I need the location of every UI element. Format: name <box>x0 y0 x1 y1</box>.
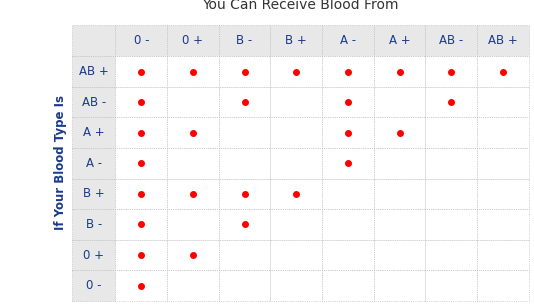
Bar <box>426 56 477 87</box>
Bar <box>374 148 426 179</box>
Bar <box>426 118 477 148</box>
Bar <box>167 118 219 148</box>
Bar <box>477 148 529 179</box>
Bar <box>270 209 322 240</box>
Bar <box>219 240 270 270</box>
Bar <box>270 148 322 179</box>
Text: You Can Receive Blood From: You Can Receive Blood From <box>202 0 398 12</box>
Bar <box>426 209 477 240</box>
Bar <box>167 148 219 179</box>
Bar <box>270 56 322 87</box>
Bar <box>477 118 529 148</box>
Text: B +: B + <box>83 187 105 200</box>
Bar <box>167 209 219 240</box>
Bar <box>477 209 529 240</box>
Bar <box>270 179 322 209</box>
Text: 0 -: 0 - <box>134 34 149 47</box>
Bar <box>426 179 477 209</box>
Text: 0 +: 0 + <box>83 248 104 262</box>
Bar <box>72 179 115 209</box>
Bar <box>477 56 529 87</box>
Text: A +: A + <box>389 34 410 47</box>
Bar <box>115 25 167 56</box>
Bar <box>374 25 426 56</box>
Bar <box>219 56 270 87</box>
Bar <box>322 56 374 87</box>
Bar <box>270 118 322 148</box>
Bar <box>167 270 219 301</box>
Bar <box>374 209 426 240</box>
Bar <box>219 148 270 179</box>
Text: AB +: AB + <box>79 65 108 78</box>
Bar <box>72 148 115 179</box>
Text: 0 +: 0 + <box>183 34 203 47</box>
Bar <box>374 179 426 209</box>
Bar <box>72 118 115 148</box>
Text: B -: B - <box>85 218 102 231</box>
Text: 0 -: 0 - <box>86 279 101 292</box>
Bar <box>219 209 270 240</box>
Bar <box>219 25 270 56</box>
Bar <box>270 25 322 56</box>
Bar <box>426 25 477 56</box>
Bar <box>115 209 167 240</box>
Bar <box>115 87 167 118</box>
Bar <box>270 87 322 118</box>
Bar <box>167 56 219 87</box>
Bar <box>477 270 529 301</box>
Bar <box>115 179 167 209</box>
Bar <box>374 87 426 118</box>
Bar <box>167 87 219 118</box>
Bar <box>322 87 374 118</box>
Bar <box>322 209 374 240</box>
Bar <box>219 179 270 209</box>
Text: B +: B + <box>285 34 307 47</box>
Bar <box>72 87 115 118</box>
Bar <box>115 240 167 270</box>
Bar <box>72 209 115 240</box>
Bar <box>115 270 167 301</box>
Bar <box>322 240 374 270</box>
Text: B -: B - <box>237 34 253 47</box>
Bar <box>219 270 270 301</box>
Bar <box>72 56 115 87</box>
Bar <box>72 270 115 301</box>
Bar <box>72 240 115 270</box>
Bar <box>115 118 167 148</box>
Text: A -: A - <box>86 157 102 170</box>
Bar <box>219 118 270 148</box>
Bar <box>426 240 477 270</box>
Bar <box>477 179 529 209</box>
Bar <box>477 240 529 270</box>
Bar <box>374 270 426 301</box>
Bar <box>374 240 426 270</box>
Bar <box>167 179 219 209</box>
Text: AB +: AB + <box>488 34 517 47</box>
Bar <box>72 25 115 56</box>
Bar <box>426 270 477 301</box>
Bar <box>426 87 477 118</box>
Bar <box>270 240 322 270</box>
Text: AB -: AB - <box>439 34 464 47</box>
Bar <box>219 87 270 118</box>
Bar <box>322 148 374 179</box>
Text: A +: A + <box>83 126 105 139</box>
Bar <box>115 148 167 179</box>
Bar <box>167 25 219 56</box>
Bar <box>322 118 374 148</box>
Bar <box>374 56 426 87</box>
Bar <box>477 25 529 56</box>
Bar <box>426 148 477 179</box>
Bar <box>322 179 374 209</box>
Bar <box>322 270 374 301</box>
Bar <box>115 56 167 87</box>
Text: A -: A - <box>340 34 356 47</box>
Text: If Your Blood Type Is: If Your Blood Type Is <box>53 95 67 230</box>
Bar <box>270 270 322 301</box>
Bar <box>477 87 529 118</box>
Text: AB -: AB - <box>82 96 106 109</box>
Bar <box>167 240 219 270</box>
Bar <box>322 25 374 56</box>
Bar <box>374 118 426 148</box>
